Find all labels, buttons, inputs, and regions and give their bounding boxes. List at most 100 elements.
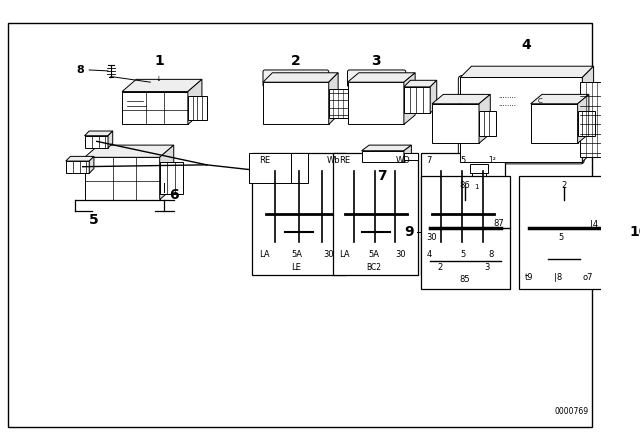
Polygon shape [432,95,490,104]
Polygon shape [291,153,308,183]
Text: C: C [538,98,543,104]
Polygon shape [66,161,89,173]
Text: ↓: ↓ [156,76,162,82]
Polygon shape [159,145,173,199]
Text: 5: 5 [460,250,465,258]
Polygon shape [362,151,404,162]
Text: 1: 1 [155,54,164,68]
Bar [333,153,418,275]
Text: 5A: 5A [368,250,379,258]
Text: 2: 2 [561,181,566,190]
Text: 7: 7 [426,155,432,164]
Text: 1²: 1² [488,155,496,164]
Polygon shape [108,131,113,148]
Polygon shape [263,73,338,82]
Polygon shape [84,131,113,136]
Text: WD: WD [396,155,410,164]
Polygon shape [84,145,173,157]
Text: LA: LA [259,250,270,258]
Polygon shape [582,66,593,162]
Polygon shape [531,95,589,104]
Bar [420,176,510,289]
Text: LE: LE [291,263,301,271]
Polygon shape [404,80,436,87]
Text: |8: |8 [554,273,562,282]
Circle shape [546,104,553,111]
Polygon shape [470,164,488,173]
Polygon shape [188,96,207,120]
Polygon shape [404,153,418,160]
Text: 3: 3 [371,54,381,68]
Polygon shape [479,111,496,136]
Polygon shape [66,156,94,161]
FancyBboxPatch shape [263,70,329,87]
Polygon shape [404,73,415,125]
Text: 5: 5 [460,155,465,164]
Circle shape [292,160,307,175]
Text: BC2: BC2 [366,263,381,271]
Text: t9: t9 [525,273,533,282]
Text: 4: 4 [521,38,531,52]
Polygon shape [329,73,338,125]
FancyBboxPatch shape [348,70,406,87]
Polygon shape [263,82,329,125]
Polygon shape [84,157,159,199]
Circle shape [294,90,303,99]
Polygon shape [348,82,404,125]
Polygon shape [362,145,412,151]
Polygon shape [188,79,202,125]
Text: 30: 30 [396,250,406,258]
Polygon shape [348,73,415,82]
Bar [420,153,506,275]
Polygon shape [580,82,601,157]
Text: 1: 1 [474,185,479,190]
Polygon shape [404,145,412,162]
Text: o7: o7 [582,273,593,282]
Polygon shape [479,95,490,143]
Text: 0000769: 0000769 [554,407,588,416]
Polygon shape [404,87,430,113]
Text: 5: 5 [89,213,99,227]
Text: 2: 2 [438,263,443,271]
Polygon shape [460,78,582,162]
Polygon shape [578,95,589,143]
Polygon shape [122,91,188,125]
Circle shape [367,90,375,98]
Bar [520,176,609,289]
Text: 5A: 5A [291,250,302,258]
Text: 7: 7 [378,169,387,183]
Text: 5: 5 [558,233,563,241]
Text: 3: 3 [484,263,490,271]
Polygon shape [249,153,291,183]
Text: 2: 2 [291,54,301,68]
Bar [252,153,346,275]
Text: 85: 85 [460,275,470,284]
Text: 8: 8 [76,65,84,75]
Polygon shape [432,104,479,143]
FancyBboxPatch shape [458,76,584,164]
Bar [472,173,486,183]
Polygon shape [84,136,108,148]
Text: |4: |4 [591,220,598,229]
Polygon shape [329,89,348,118]
Polygon shape [460,66,593,78]
Text: 6: 6 [169,188,179,202]
Text: Wb: Wb [327,155,340,164]
Text: 8: 8 [488,250,494,258]
Text: RE: RE [339,155,350,164]
Text: 30: 30 [427,233,437,241]
Text: ........: ........ [498,101,516,107]
Polygon shape [122,79,202,91]
Text: ........: ........ [498,93,516,99]
Polygon shape [430,80,436,113]
Text: 86: 86 [460,181,470,190]
Text: 30: 30 [323,250,333,258]
Polygon shape [89,156,94,173]
Text: 10: 10 [629,225,640,239]
Text: 4: 4 [426,250,431,258]
Text: LA: LA [339,250,349,258]
Polygon shape [578,111,595,136]
Text: 87: 87 [493,219,504,228]
Polygon shape [159,162,183,194]
Text: RE: RE [259,155,270,164]
